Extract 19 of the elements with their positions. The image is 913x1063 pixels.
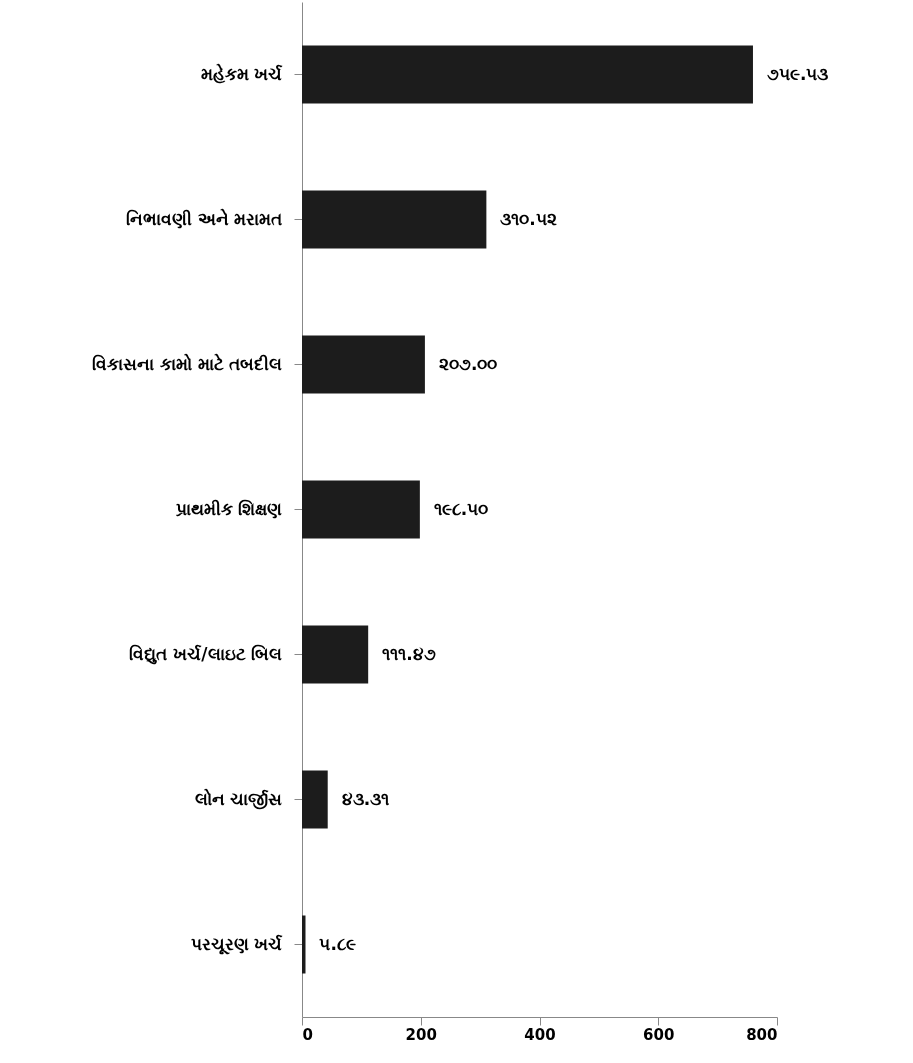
y-tick-label: નિભાવણી અને મરામત — [125, 207, 283, 229]
y-tick-label: વિકાસના કામો માટે તબદીલ — [91, 352, 283, 374]
y-tick-label: લોન ચાર્જીસ — [194, 787, 283, 810]
x-tick-label: 0 — [302, 1025, 313, 1044]
data-label: ૪૩.૩૧ — [341, 788, 390, 809]
data-label: ૧૯૮.૫૦ — [433, 498, 489, 519]
data-label: ૩૧૦.૫૨ — [500, 208, 557, 229]
y-tick-label: પરચૂરણ ખર્ચ — [190, 933, 284, 955]
x-tick-label: 800 — [746, 1025, 778, 1044]
y-tick-label: વિદ્યુત ખર્ચ/લાઇટ બિલ — [129, 643, 283, 665]
data-label: ૧૧૧.૪૭ — [382, 643, 436, 664]
y-tick-label: પ્રાથમીક શિક્ષણ — [175, 498, 283, 519]
x-tick-label: 600 — [643, 1025, 675, 1044]
y-tick-label: મહેકમ ખર્ચ — [200, 62, 284, 84]
x-tick-label: 200 — [405, 1025, 437, 1044]
x-tick-label: 400 — [524, 1025, 556, 1044]
data-label: ૭૫૯.૫૩ — [766, 63, 829, 84]
data-label: ૨૦૭.૦૦ — [438, 353, 498, 374]
data-label: ૫.૮૯ — [319, 933, 356, 954]
